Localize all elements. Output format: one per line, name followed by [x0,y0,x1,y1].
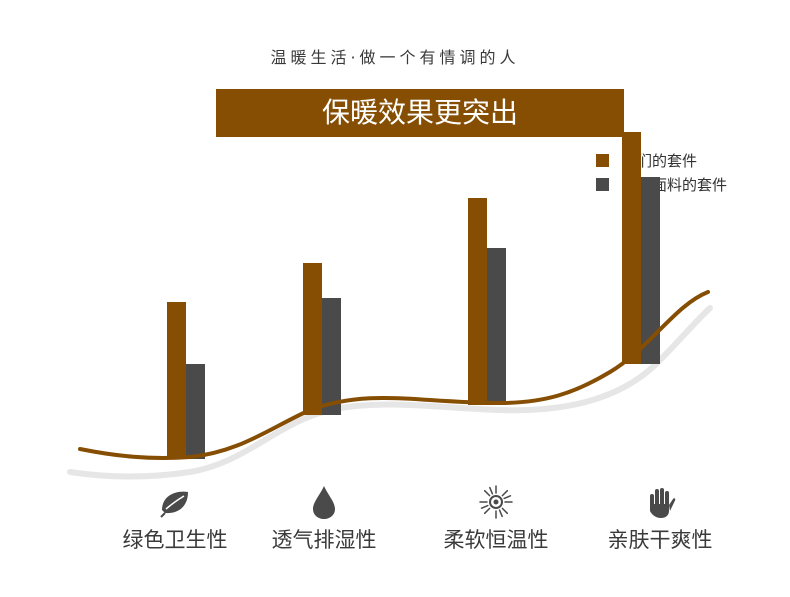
leaf-icon [160,491,188,518]
bar-others-2 [322,298,341,415]
feature-label: 柔软恒温性 [443,528,549,552]
bar-ours-1 [167,302,186,459]
bar-ours-2 [303,263,322,415]
bar-others-3 [487,248,506,405]
hand-icon [650,488,676,518]
curve-line [78,290,710,460]
feature-soft-thermostatic: 柔软恒温性 [411,484,581,554]
bars-group [167,132,660,459]
bar-others-1 [186,364,205,459]
feature-skin-friendly: 亲肤干爽性 [575,484,745,554]
bar-ours-4 [622,132,641,364]
curve-shadow [67,305,713,480]
bar-ours-3 [468,198,487,405]
bar-others-4 [641,177,660,364]
feature-breathable: 透气排湿性 [239,484,409,554]
legend-swatch-others [596,177,609,191]
sun-icon [479,485,513,519]
chart-title: 保暖效果更突出 [216,89,624,137]
water-drop-icon [313,486,335,519]
tagline: 温暖生活·做一个有情调的人 [270,48,520,67]
legend-swatch-ours [596,153,609,167]
feature-green-hygiene: 绿色卫生性 [90,484,260,554]
feature-label: 绿色卫生性 [122,528,228,552]
feature-label: 透气排湿性 [271,528,377,552]
feature-label: 亲肤干爽性 [607,528,713,552]
